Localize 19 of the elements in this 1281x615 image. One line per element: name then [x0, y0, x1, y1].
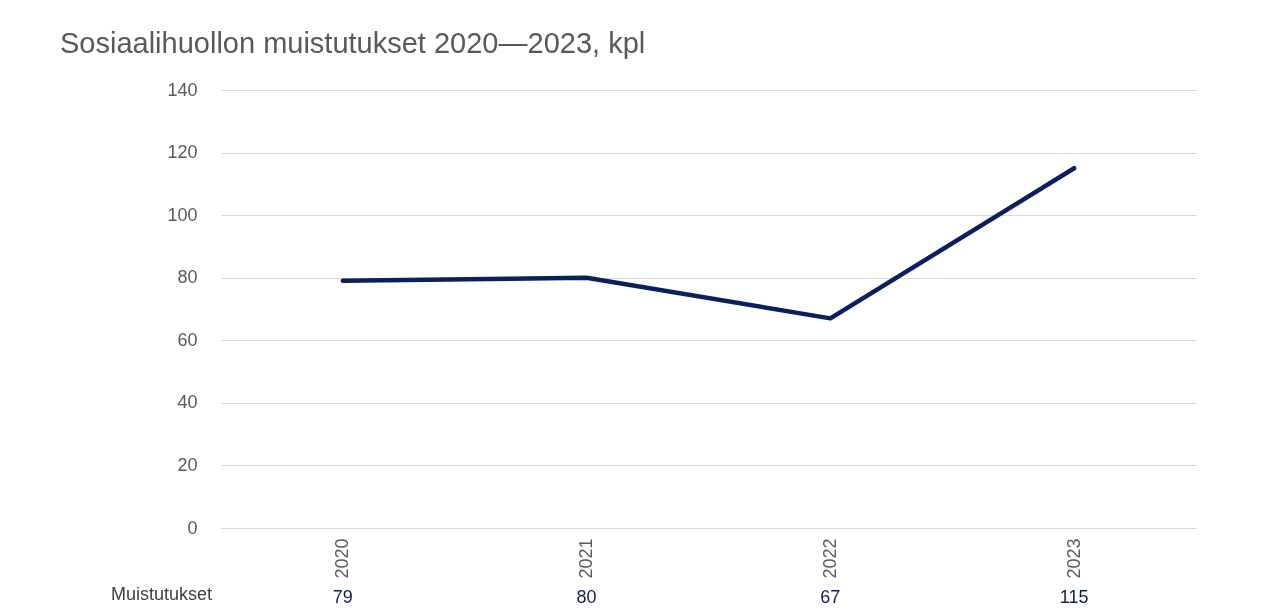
x-tick-label: 2023: [1063, 538, 1084, 579]
y-tick-label: 140: [167, 79, 198, 100]
y-tick-label: 60: [177, 329, 198, 350]
x-tick-label: 2021: [576, 538, 597, 579]
x-tick-label: 2022: [819, 538, 840, 579]
line-series: [340, 165, 1077, 321]
y-tick-label: 80: [177, 267, 198, 288]
x-tick-label: 2020: [332, 538, 353, 579]
y-tick-label: 100: [167, 204, 198, 225]
chart-title: Sosiaalihuollon muistutukset 2020—2023, kpl: [60, 27, 646, 59]
data-label: 79: [332, 587, 353, 607]
y-tick-label: 40: [177, 392, 198, 413]
data-label: 115: [1059, 587, 1089, 607]
data-label: 67: [820, 587, 841, 607]
y-tick-label: 20: [177, 454, 198, 475]
data-label: 80: [576, 587, 597, 607]
y-tick-label: 120: [167, 142, 198, 163]
text: Muistutukset: [111, 583, 213, 604]
y-tick-label: 0: [187, 517, 198, 538]
